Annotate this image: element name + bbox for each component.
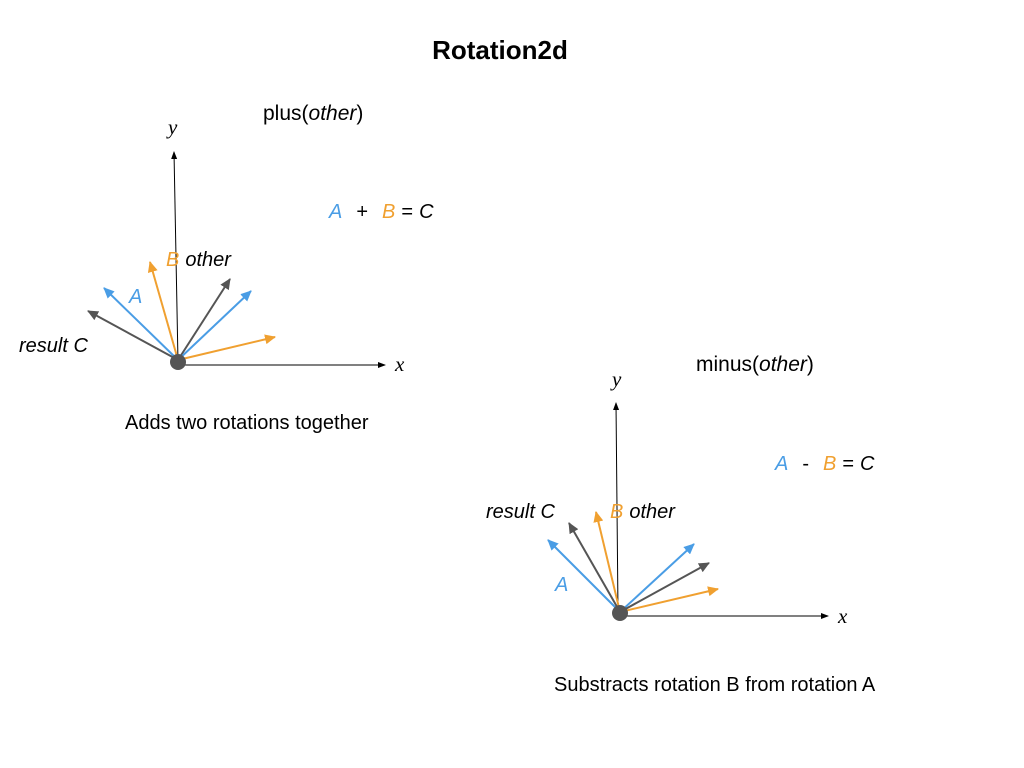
minus-label-result-c: result C: [486, 501, 555, 523]
minus-label-b: B: [610, 501, 623, 523]
minus-origin-point: [612, 605, 628, 621]
plus-equation: A + B = C: [328, 201, 434, 223]
minus-eq-c: C: [860, 453, 875, 475]
plus-label-other: other: [185, 249, 232, 271]
minus-fn-arg: other: [759, 353, 808, 376]
plus-eq-c: C: [419, 201, 434, 223]
minus-fn-name: minus(: [696, 353, 759, 376]
minus-function-title: minus(other): [696, 353, 814, 376]
minus-eq-b: B: [823, 453, 836, 475]
plus-eq-op: +: [356, 201, 368, 223]
plus-label-a: A: [128, 286, 142, 308]
minus-vector-a: [547, 539, 621, 613]
plus-y-axis: [171, 151, 179, 363]
page-title: Rotation2d: [432, 35, 568, 65]
plus-caption: Adds two rotations together: [125, 412, 369, 434]
plus-fn-close: ): [356, 102, 363, 125]
plus-eq-b: B: [382, 201, 395, 223]
plus-origin-point: [170, 354, 186, 370]
plus-eq-equals: =: [401, 201, 413, 223]
plus-label-result-c: result C: [19, 335, 88, 357]
plus-label-b: B: [166, 249, 179, 271]
minus-vector-result-c: [568, 522, 621, 613]
minus-eq-equals: =: [842, 453, 854, 475]
minus-eq-a: A: [774, 453, 788, 475]
plus-fn-name: plus(: [263, 102, 309, 125]
minus-y-axis-label: y: [610, 367, 622, 391]
plus-function-title: plus(other): [263, 102, 363, 125]
plus-vector-a-offset: [177, 278, 231, 361]
plus-vector-a: [103, 287, 179, 361]
minus-label-a: A: [554, 574, 568, 596]
minus-vector-b: [593, 511, 621, 613]
minus-vector-a-ref: [619, 543, 695, 613]
plus-vector-result-c: [87, 310, 179, 361]
plus-x-axis-label: x: [394, 352, 405, 376]
plus-vector-b: [147, 261, 179, 361]
plus-vector-b-ref: [177, 334, 276, 361]
plus-fn-arg: other: [309, 102, 358, 125]
minus-x-axis-label: x: [837, 604, 848, 628]
plus-y-axis-label: y: [166, 115, 178, 139]
minus-y-axis: [613, 402, 620, 613]
plus-vector-a-ref: [177, 290, 252, 361]
minus-fn-close: ): [807, 353, 814, 376]
minus-caption: Substracts rotation B from rotation A: [554, 674, 876, 696]
minus-vector-b-ref: [619, 586, 719, 613]
plus-eq-a: A: [328, 201, 342, 223]
minus-label-other: other: [629, 501, 676, 523]
minus-equation: A - B = C: [774, 453, 875, 475]
minus-vector-c-ref: [619, 562, 710, 613]
minus-eq-op: -: [802, 453, 809, 475]
